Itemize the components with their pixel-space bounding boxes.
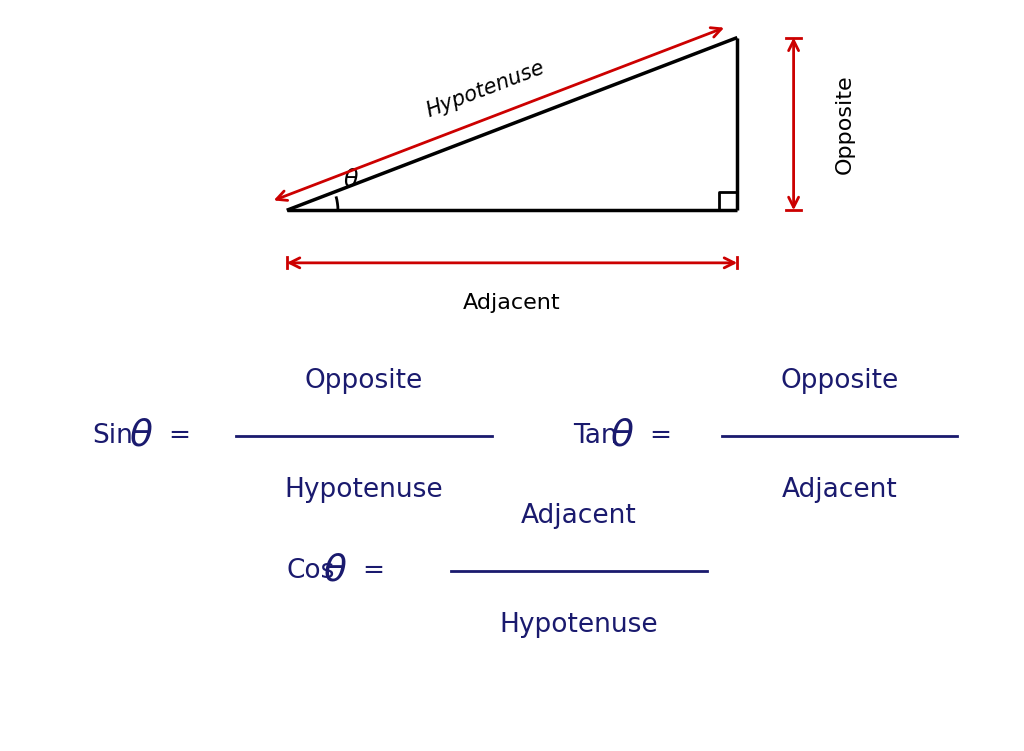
Text: θ: θ — [129, 418, 152, 454]
Text: θ: θ — [343, 167, 357, 192]
Text: =: = — [362, 558, 384, 584]
Text: Adjacent: Adjacent — [520, 503, 637, 529]
Text: =: = — [649, 423, 671, 448]
Text: θ: θ — [610, 418, 633, 454]
Text: Sin: Sin — [92, 423, 133, 448]
Text: Adjacent: Adjacent — [463, 293, 561, 313]
Text: Opposite: Opposite — [304, 368, 423, 394]
Text: =: = — [168, 423, 189, 448]
Text: Adjacent: Adjacent — [781, 477, 898, 503]
Text: Cos: Cos — [287, 558, 335, 584]
Text: Tan: Tan — [573, 423, 618, 448]
Text: Hypotenuse: Hypotenuse — [500, 612, 657, 638]
Text: θ: θ — [324, 553, 346, 589]
Text: Opposite: Opposite — [835, 74, 855, 173]
Text: Hypotenuse: Hypotenuse — [423, 58, 547, 122]
Text: Hypotenuse: Hypotenuse — [285, 477, 442, 503]
Text: Opposite: Opposite — [780, 368, 899, 394]
